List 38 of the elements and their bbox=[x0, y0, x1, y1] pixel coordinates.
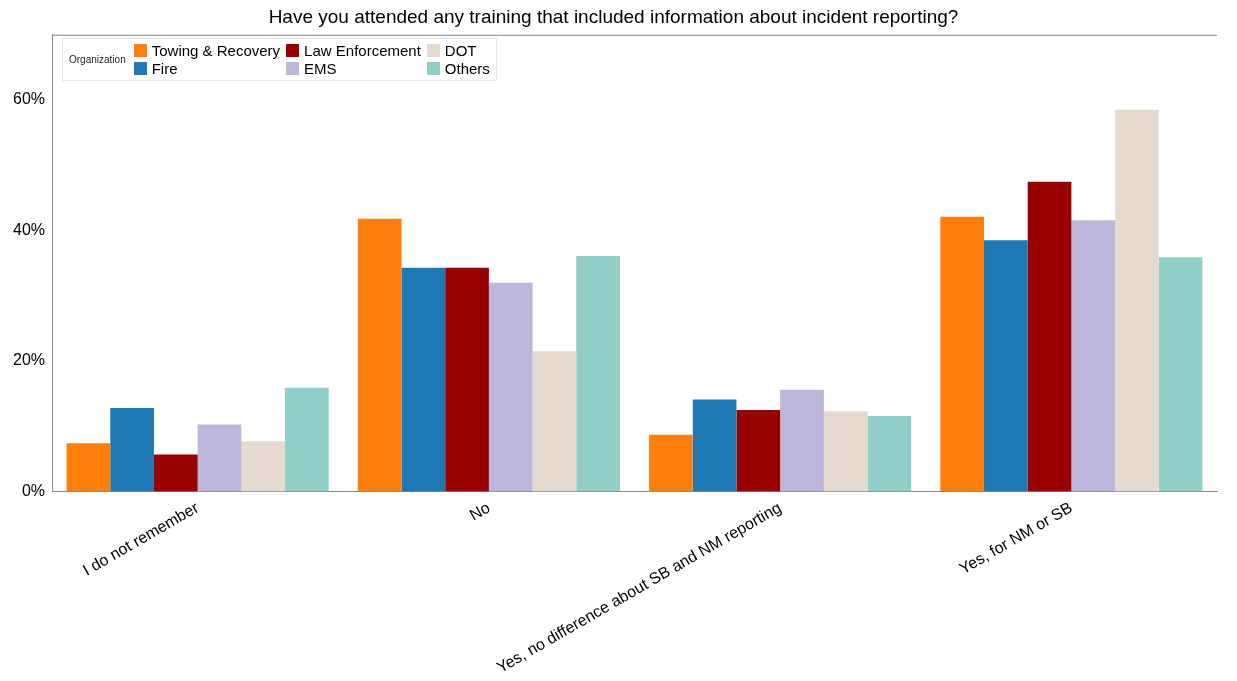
bar bbox=[736, 410, 781, 492]
bar bbox=[197, 424, 242, 492]
legend-label: DOT bbox=[444, 42, 477, 59]
bar bbox=[1027, 181, 1072, 492]
bar bbox=[532, 351, 577, 492]
bar bbox=[241, 441, 286, 492]
bar bbox=[401, 267, 446, 492]
bar bbox=[1115, 109, 1159, 492]
y-tick-label: 0% bbox=[21, 482, 46, 500]
bar bbox=[867, 415, 912, 492]
y-tick-label: 20% bbox=[12, 351, 46, 369]
bar bbox=[940, 216, 985, 492]
bar bbox=[110, 408, 154, 492]
legend-label: Towing & Recovery bbox=[151, 42, 281, 59]
x-tick-label: No bbox=[466, 498, 493, 524]
chart-title: Have you attended any training that included information about incident reporting? bbox=[268, 5, 959, 27]
bar bbox=[692, 399, 737, 492]
bar bbox=[66, 443, 111, 492]
bar bbox=[1158, 257, 1203, 492]
bar bbox=[1071, 220, 1116, 492]
bar bbox=[780, 389, 824, 492]
bar bbox=[357, 218, 402, 492]
x-tick-label: Yes, for NM or SB bbox=[956, 498, 1076, 577]
bar bbox=[488, 282, 533, 492]
bar bbox=[576, 256, 620, 492]
y-tick-label: 40% bbox=[12, 220, 46, 238]
bar bbox=[445, 267, 489, 492]
legend-label: Others bbox=[444, 60, 490, 77]
legend-label: Law Enforcement bbox=[304, 42, 421, 59]
y-tick-label: 60% bbox=[12, 90, 46, 108]
legend-label: Fire bbox=[151, 60, 178, 77]
bar bbox=[823, 411, 868, 492]
legend-title: Organization bbox=[69, 54, 126, 65]
bar bbox=[984, 240, 1028, 492]
bar bbox=[649, 434, 693, 492]
legend-label: EMS bbox=[304, 60, 337, 77]
bar bbox=[153, 454, 198, 492]
bar bbox=[285, 387, 329, 492]
